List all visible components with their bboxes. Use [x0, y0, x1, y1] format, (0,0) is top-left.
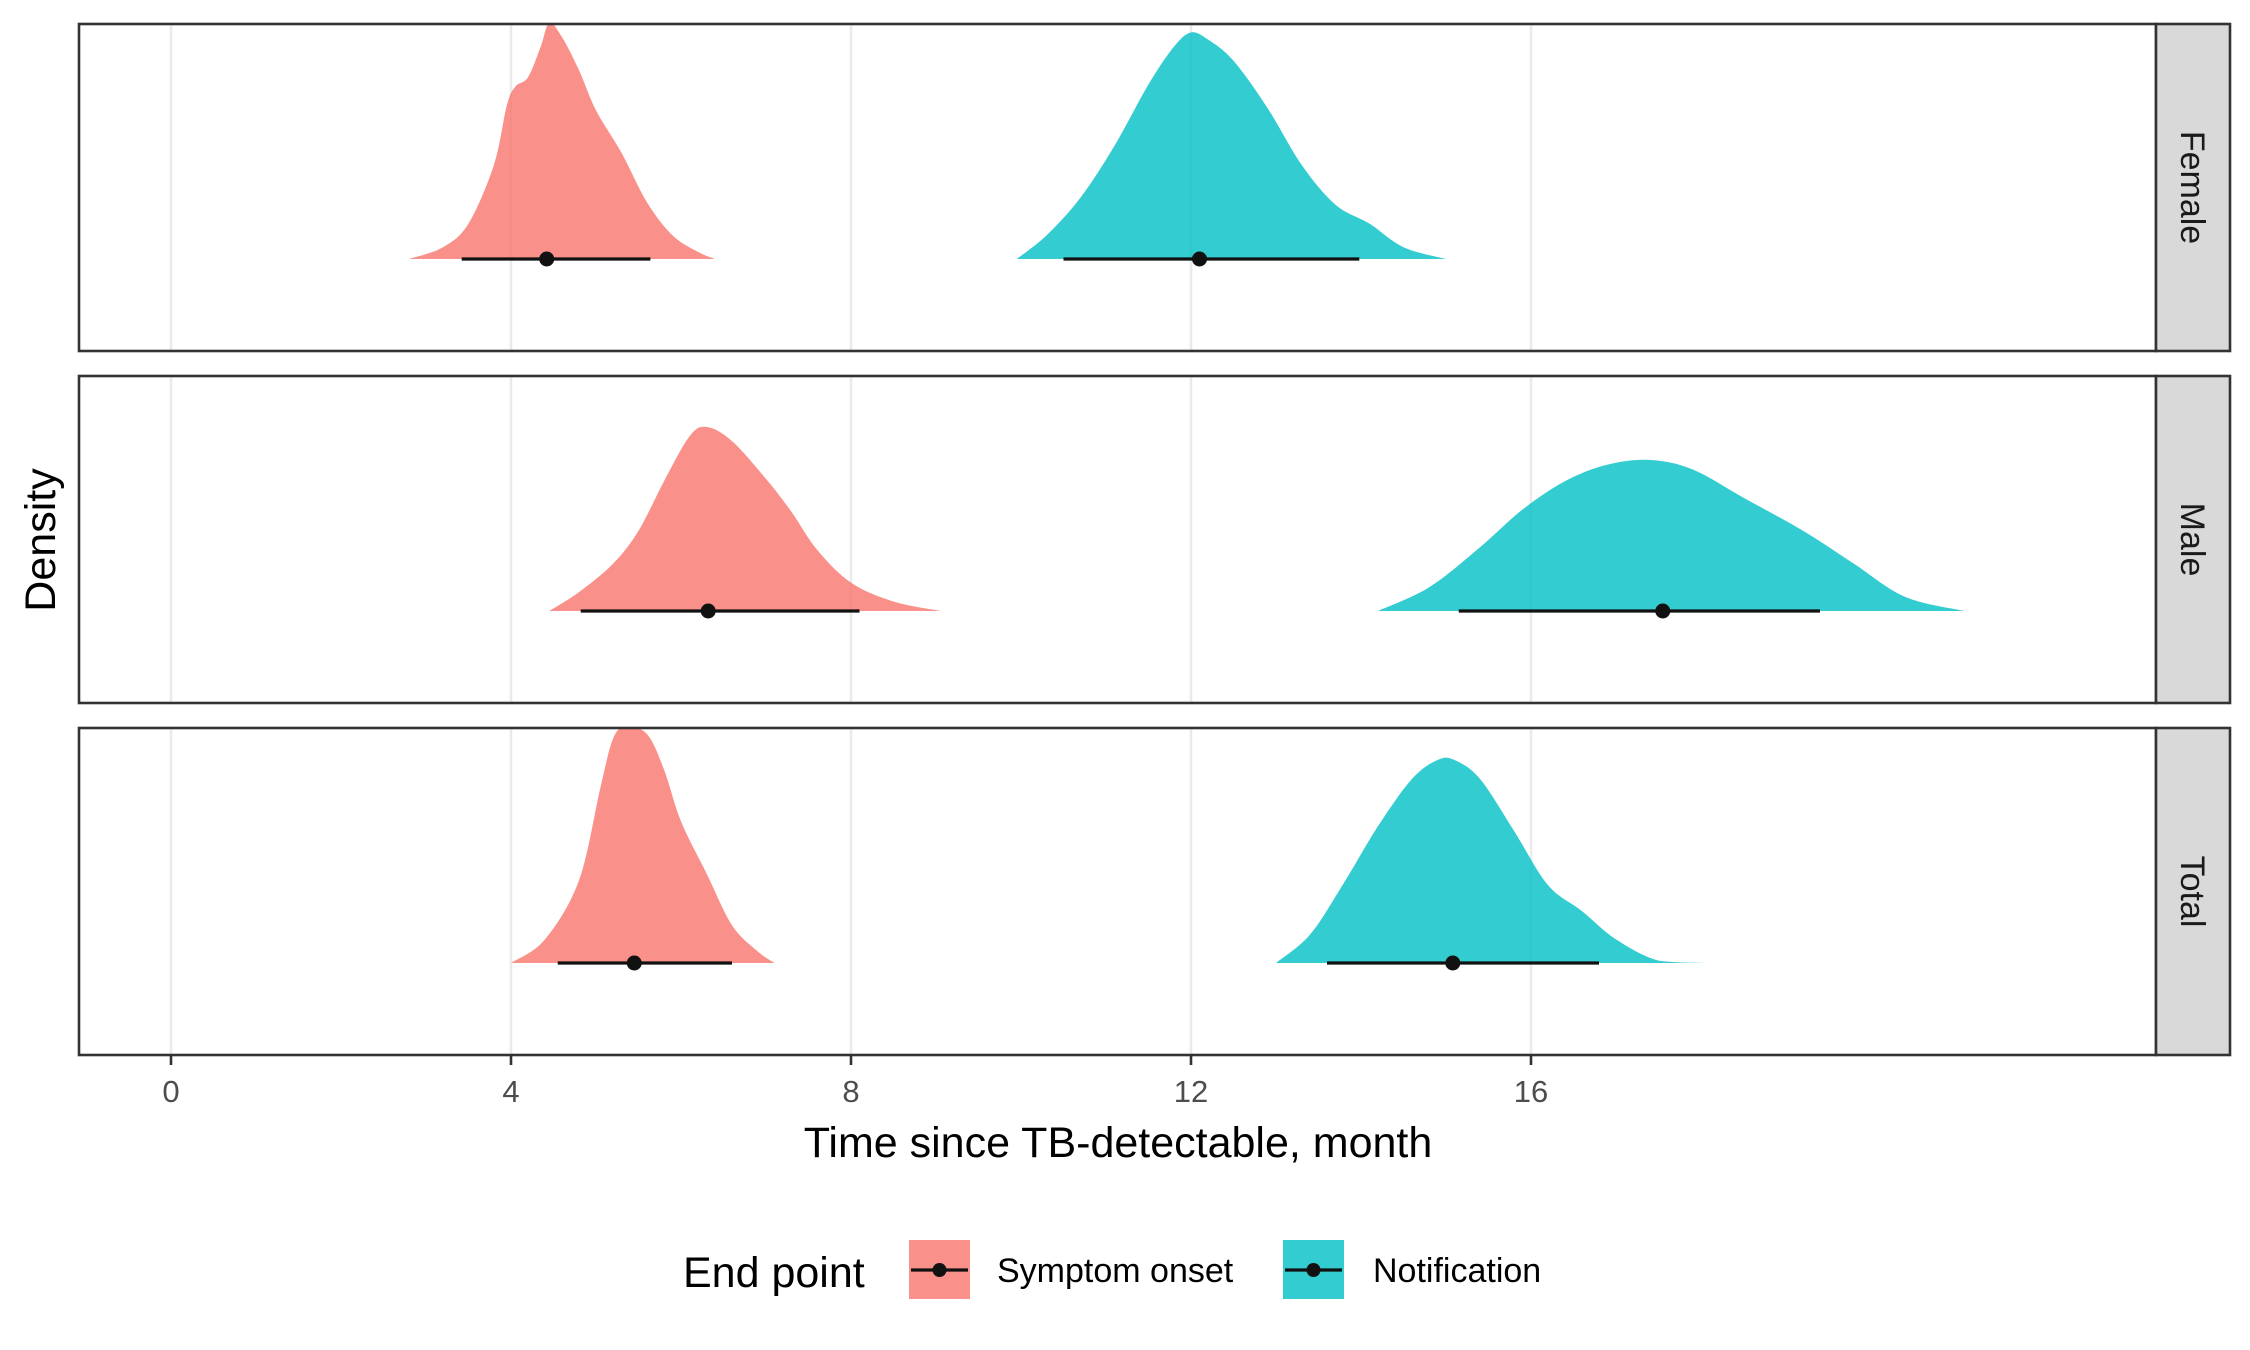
legend-item-notification: Notification — [1283, 1240, 1541, 1299]
density-symptom-onset — [511, 728, 775, 963]
facet-data — [549, 426, 1965, 619]
x-axis: 0 4 8 12 16 — [162, 1055, 1548, 1109]
legend-key-point — [1306, 1263, 1321, 1277]
x-tick-label: 16 — [1514, 1074, 1548, 1109]
facet-strip-label: Male — [2173, 503, 2211, 577]
density-symptom-onset — [549, 426, 941, 611]
x-tick-label: 8 — [842, 1074, 859, 1109]
facet-strip-label: Female — [2173, 131, 2211, 244]
x-tick-label: 12 — [1174, 1074, 1208, 1109]
legend-title: End point — [683, 1249, 865, 1297]
legend: End point Symptom onset Notification — [683, 1240, 1541, 1299]
legend-label: Symptom onset — [997, 1252, 1234, 1290]
median-point-symptom-onset — [626, 955, 642, 971]
facet-panel-total: Total — [77, 726, 2232, 1057]
facet-data — [409, 24, 1446, 267]
x-axis-title: Time since TB-detectable, month — [804, 1119, 1433, 1167]
legend-label: Notification — [1373, 1252, 1541, 1290]
legend-item-symptom-onset: Symptom onset — [909, 1240, 1234, 1299]
facet-strip — [2154, 726, 2232, 1057]
facet-panels: Female Male Total — [77, 22, 2232, 1057]
facet-strip — [2154, 374, 2232, 705]
facet-panel-female: Female — [77, 22, 2232, 353]
density-notification — [1276, 757, 1706, 963]
density-notification — [1378, 459, 1965, 611]
panel-background — [79, 376, 2156, 703]
density-notification — [1016, 32, 1446, 259]
density-symptom-onset — [409, 24, 715, 259]
facet-data — [511, 728, 1706, 971]
median-point-notification — [1445, 955, 1461, 971]
median-point-notification — [1192, 251, 1207, 267]
median-point-symptom-onset — [539, 251, 555, 267]
facet-strip-label: Total — [2173, 856, 2211, 928]
median-point-notification — [1655, 603, 1671, 619]
facet-panel-male: Male — [77, 374, 2232, 705]
median-point-symptom-onset — [700, 603, 716, 619]
x-tick-label: 4 — [502, 1074, 519, 1109]
legend-key-point — [932, 1263, 947, 1277]
panel-background — [79, 728, 2156, 1055]
facet-strip — [2154, 22, 2232, 353]
x-tick-label: 0 — [162, 1074, 179, 1109]
y-axis-title: Density — [17, 468, 65, 612]
